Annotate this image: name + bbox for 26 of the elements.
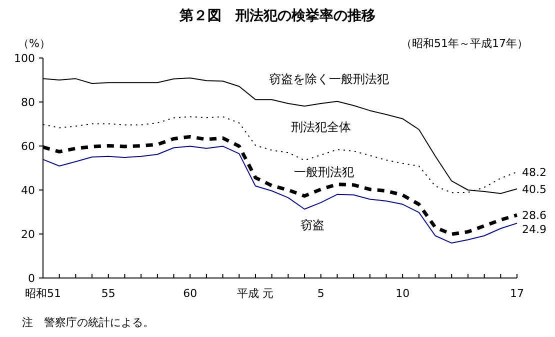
series-label: 窃盗を除く一般刑法犯 — [269, 72, 390, 86]
x-tick-label: 55 — [101, 287, 116, 300]
data-label: 24.9 — [522, 223, 546, 236]
x-tick-label: 5 — [317, 287, 324, 300]
series-label: 刑法犯全体 — [290, 120, 351, 134]
data-label: 28.6 — [522, 209, 546, 222]
x-tick-label: 60 — [183, 287, 198, 300]
y-tick-label: 20 — [21, 228, 35, 241]
chart-title: 第２図 刑法犯の検挙率の推移 — [178, 7, 376, 24]
y-axis-title: （%） — [18, 37, 50, 50]
x-tick-label: 17 — [510, 287, 524, 300]
x-tick-label: 昭和51 — [25, 287, 61, 300]
series-label: 一般刑法犯 — [294, 165, 354, 179]
y-tick-label: 100 — [14, 52, 35, 65]
data-label: 40.5 — [522, 182, 546, 196]
line-series — [42, 146, 518, 244]
data-label: 48.2 — [522, 166, 546, 179]
text: 注 警察庁の統計による。 — [22, 316, 154, 329]
y-tick-label: 80 — [21, 96, 35, 109]
x-tick-label: 平成 元 — [237, 287, 274, 300]
y-tick-label: 0 — [28, 272, 35, 285]
x-tick-label: 10 — [396, 287, 410, 300]
y-tick-label: 40 — [21, 184, 35, 197]
y-tick-label: 60 — [21, 140, 35, 153]
chart-subtitle: （昭和51年～平成17年） — [401, 37, 528, 50]
series-label: 窃盗 — [300, 218, 325, 232]
